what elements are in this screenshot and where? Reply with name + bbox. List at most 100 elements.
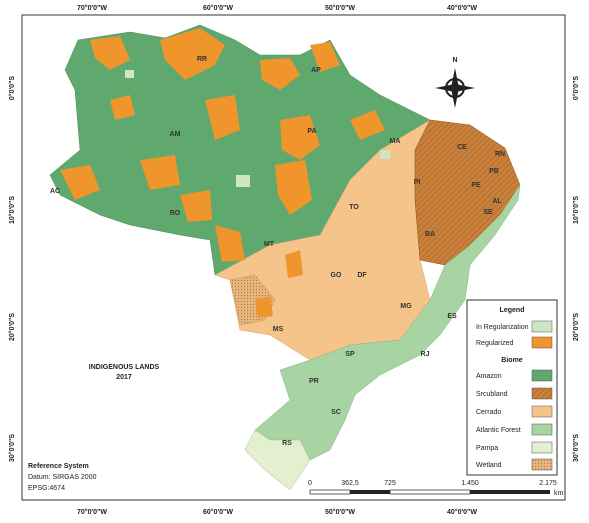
longitude-label: 60°0'0"W [203, 508, 233, 516]
reference-title: Reference System [28, 463, 89, 470]
state-label: AP [311, 67, 321, 74]
scale-label: 2.175 [539, 480, 557, 487]
regularized-land [310, 42, 340, 72]
regularized-land [205, 95, 240, 140]
regularized-land [160, 28, 225, 80]
latitude-label: 10°0'0"S [572, 196, 580, 224]
longitude-label: 50°0'0"W [325, 508, 355, 516]
state-label: CE [457, 144, 467, 151]
reference-epsg: EPSG:4674 [28, 485, 65, 492]
state-label: RN [495, 151, 505, 158]
in-regularization-land [380, 150, 390, 159]
state-label: AL [492, 198, 502, 205]
regularized-land [255, 296, 273, 318]
legend-label: Amazon [476, 373, 502, 380]
regularized-land [180, 190, 212, 222]
scale-bar: 0 362,5 725 1.450 2.175 km [308, 480, 563, 497]
legend-swatch [531, 441, 553, 454]
regularized-land [60, 165, 100, 200]
longitude-label: 70°0'0"W [77, 4, 107, 12]
state-label: MA [390, 138, 401, 145]
state-label: PE [471, 182, 481, 189]
state-label: TO [349, 204, 359, 211]
latitude-label: 20°0'0"S [8, 313, 16, 341]
scale-unit: km [554, 490, 564, 497]
scale-label: 725 [384, 480, 396, 487]
longitude-label: 40°0'0"W [447, 508, 477, 516]
biomes [49, 24, 521, 491]
latitude-label: 30°0'0"S [8, 434, 16, 462]
regularized-land [140, 155, 180, 190]
legend-label: Srcubland [476, 391, 508, 398]
regularized-land [110, 95, 135, 120]
legend-swatch [531, 423, 553, 436]
legend-swatch [531, 320, 553, 333]
legend-label: Wetland [476, 462, 502, 469]
state-label: MS [273, 326, 284, 333]
legend-label: In Regularization [476, 324, 529, 331]
state-label: RJ [421, 351, 430, 358]
state-labels: RR AP AM PA MA CE RN PB PE AL SE PI AC R… [50, 56, 505, 447]
state-label: PI [414, 179, 421, 186]
state-label: SP [345, 351, 355, 358]
longitude-label: 60°0'0"W [203, 4, 233, 12]
in-regularization-land [125, 70, 134, 78]
state-label: AC [50, 188, 60, 195]
legend-swatch [531, 387, 553, 400]
indigenous-lands [60, 28, 390, 318]
latitude-label: 0°0'0"S [572, 76, 580, 100]
atlantic-forest-biome [254, 184, 521, 461]
longitude-label: 40°0'0"W [447, 4, 477, 12]
state-label: SE [483, 209, 493, 216]
state-label: GO [331, 272, 342, 279]
latitude-label: 10°0'0"S [8, 196, 16, 224]
north-arrow: N [435, 57, 475, 108]
state-label: RR [197, 56, 207, 63]
scale-label: 0 [308, 480, 312, 487]
legend-subtitle: Biome [501, 357, 523, 364]
legend-label: Atlantic Forest [476, 427, 521, 434]
legend-swatch [531, 369, 553, 382]
in-regularization-land [236, 175, 250, 187]
regularized-land [215, 225, 245, 262]
state-label: RS [282, 440, 292, 447]
reference-system: Reference System Datum: SIRGAS 2000 EPSG… [28, 463, 97, 492]
legend-label: Cerrado [476, 409, 501, 416]
latitude-label: 20°0'0"S [572, 313, 580, 341]
state-label: BA [425, 231, 435, 238]
latitude-label: 30°0'0"S [572, 434, 580, 462]
state-label: PA [307, 128, 316, 135]
state-label: SC [331, 409, 341, 416]
longitude-label: 70°0'0"W [77, 508, 107, 516]
scale-label: 362,5 [341, 480, 359, 487]
legend-swatch [531, 336, 553, 349]
graticule-labels: 70°0'0"W 60°0'0"W 50°0'0"W 40°0'0"W 70°0… [8, 4, 580, 516]
regularized-land [350, 110, 385, 140]
scale-label: 1.450 [461, 480, 479, 487]
state-label: MT [264, 241, 275, 248]
reference-datum: Datum: SIRGAS 2000 [28, 474, 97, 481]
legend-swatch [531, 458, 553, 471]
state-label: RO [170, 210, 181, 217]
map-title: INDIGENOUS LANDS [89, 364, 160, 371]
map-title: 2017 [116, 374, 132, 381]
regularized-land [90, 36, 130, 70]
pampa-biome [244, 429, 311, 491]
state-label: PB [489, 168, 499, 175]
longitude-label: 50°0'0"W [325, 4, 355, 12]
state-label: MG [400, 303, 412, 310]
regularized-land [275, 160, 312, 215]
regularized-land [285, 250, 303, 278]
legend-swatch [531, 405, 553, 418]
legend-title: Legend [500, 307, 525, 314]
state-label: AM [170, 131, 181, 138]
state-label: DF [357, 272, 367, 279]
state-label: ES [447, 313, 457, 320]
legend-label: Regularized [476, 340, 513, 347]
legend-label: Pampa [476, 445, 498, 452]
latitude-label: 0°0'0"S [8, 76, 16, 100]
regularized-land [260, 58, 300, 90]
north-label: N [452, 57, 457, 64]
regularized-land [280, 115, 320, 160]
